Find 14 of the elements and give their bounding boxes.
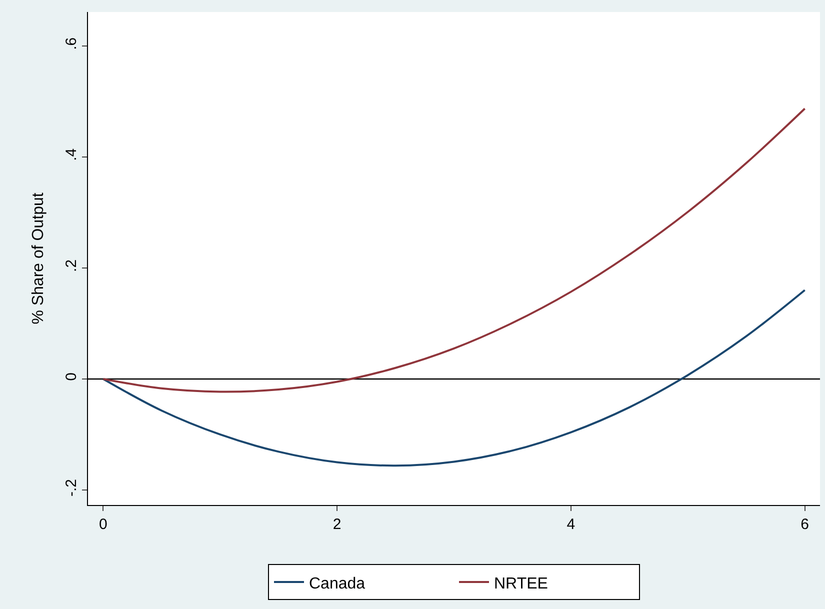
y-tick-label: .6 bbox=[63, 37, 80, 50]
legend-label: NRTEE bbox=[494, 575, 548, 592]
x-tick-label: 4 bbox=[566, 516, 576, 533]
y-axis-title: % Share of Output bbox=[30, 192, 47, 324]
x-tick-label: 0 bbox=[99, 516, 108, 533]
legend-label: Canada bbox=[309, 575, 366, 592]
y-tick-label: .4 bbox=[63, 148, 80, 161]
y-tick-label: .2 bbox=[63, 259, 80, 272]
y-tick-label: 0 bbox=[63, 372, 80, 381]
line-series bbox=[102, 108, 806, 393]
x-tick-label: 6 bbox=[800, 516, 809, 533]
y-tick-label: -.2 bbox=[63, 479, 80, 497]
x-tick-label: 2 bbox=[332, 516, 342, 533]
line-series bbox=[102, 289, 806, 467]
